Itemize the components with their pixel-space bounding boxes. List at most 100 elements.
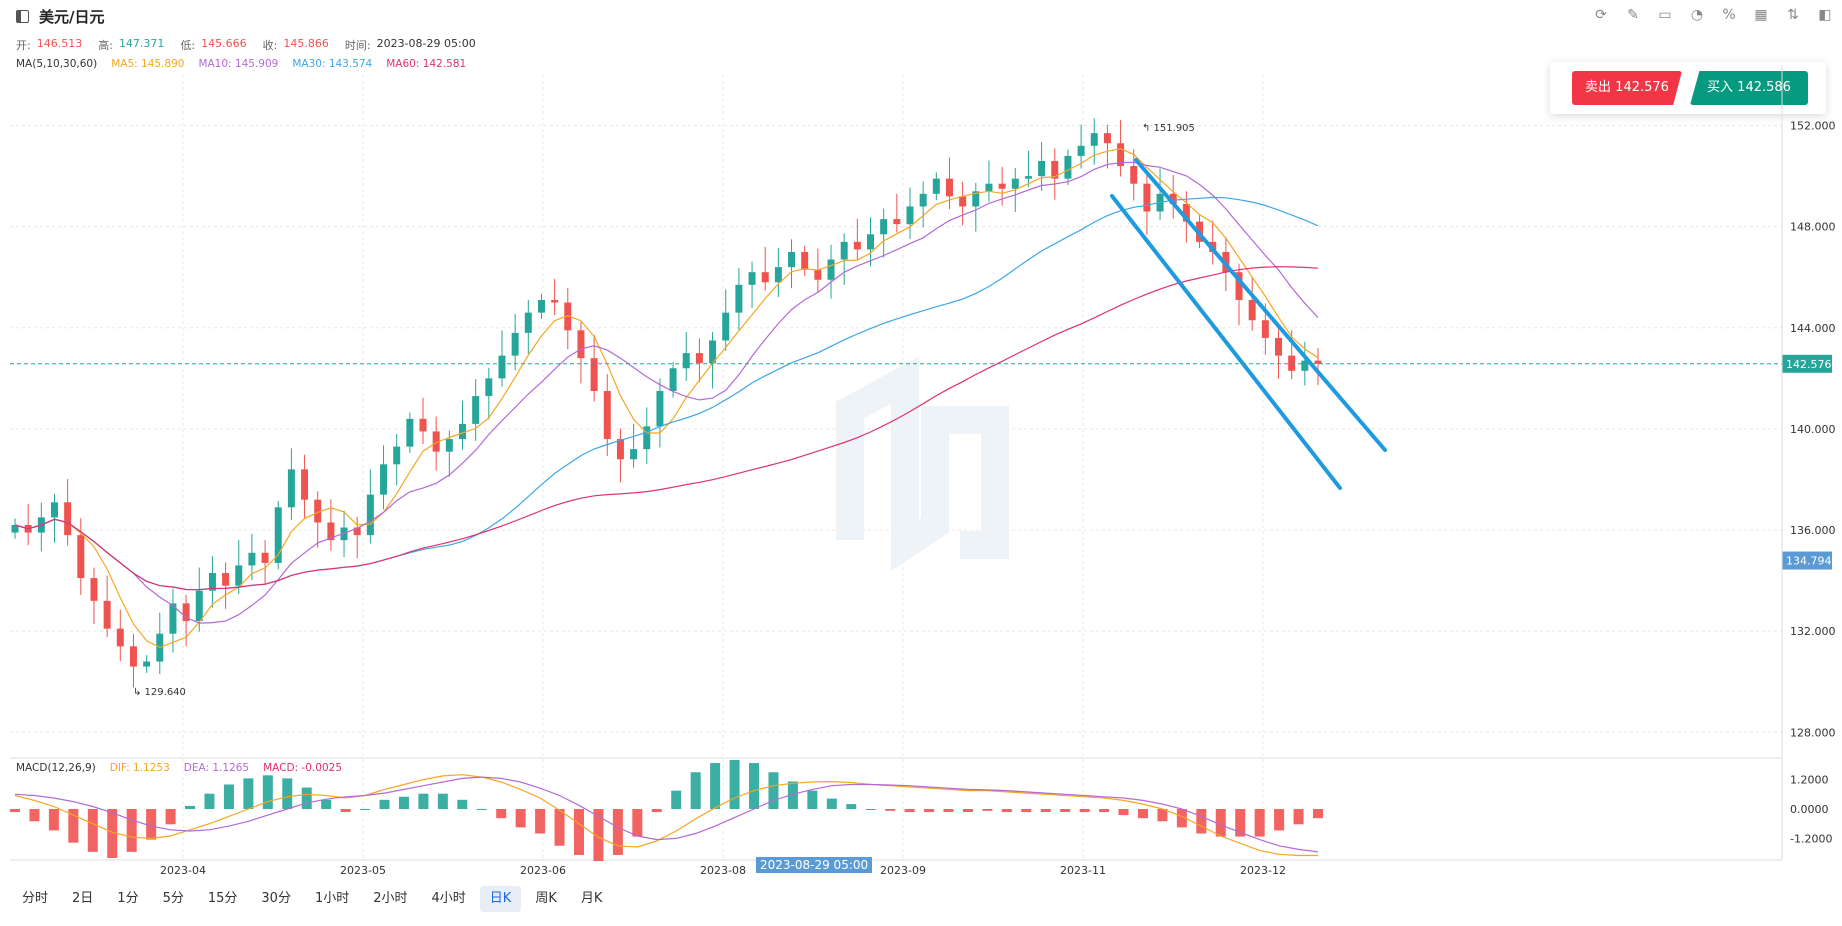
- candle-35: [472, 396, 480, 424]
- candle-56: [748, 272, 756, 285]
- macd-bar-32: [632, 809, 643, 837]
- macd-bar-0: [10, 809, 20, 813]
- macd-bar-6: [126, 809, 137, 852]
- candle-66: [880, 219, 888, 235]
- macd-bar-30: [593, 809, 604, 862]
- macd-bar-19: [379, 799, 390, 809]
- macd-bar-49: [962, 809, 973, 813]
- candle-60: [801, 251, 809, 270]
- macd-bar-51: [1001, 809, 1012, 813]
- crosshair-date-label: 2023-08-29 05:00: [756, 857, 873, 873]
- macd-bar-29: [573, 809, 584, 855]
- sidebar-toggle-icon[interactable]: [16, 10, 29, 23]
- timeframe-11[interactable]: 月K: [580, 891, 603, 906]
- macd-tick-2: -1.2000: [1790, 832, 1832, 845]
- chart-toolbar: ⟳ ✎ ▭ ◔ % ▦ ⇅ ◧: [1592, 6, 1834, 24]
- candle-99: [1314, 360, 1322, 364]
- refresh-icon[interactable]: ⟳: [1595, 7, 1607, 23]
- candle-24: [327, 522, 335, 541]
- percent-icon[interactable]: %: [1722, 7, 1736, 23]
- macd-bar-13: [262, 775, 273, 809]
- candle-39: [524, 312, 532, 333]
- candle-3: [50, 502, 58, 518]
- candle-13: [182, 603, 190, 622]
- macd-bar-44: [865, 809, 876, 810]
- macd-bar-25: [496, 809, 507, 819]
- ma-legend-title[interactable]: MA(5,10,30,60): [16, 58, 98, 70]
- macd-bar-42: [826, 798, 837, 809]
- candle-54: [722, 312, 730, 341]
- macd-bar-12: [243, 778, 254, 809]
- candle-12: [169, 603, 177, 634]
- macd-bar-47: [924, 809, 935, 813]
- ma60-line: [14, 266, 1319, 591]
- macd-bar-45: [885, 809, 896, 811]
- layout-icon[interactable]: ▦: [1754, 7, 1768, 23]
- indicator-icon[interactable]: ⇅: [1787, 7, 1799, 23]
- time-tick-4: 2023-09: [880, 864, 926, 877]
- timeframe-5[interactable]: 30分: [261, 891, 291, 906]
- candle-80: [1064, 155, 1072, 179]
- candle-92: [1222, 251, 1230, 273]
- low-label: 低:: [180, 39, 196, 52]
- candle-78: [1038, 160, 1046, 177]
- macd-bar-10: [204, 793, 215, 809]
- timeframe-2[interactable]: 1分: [117, 891, 139, 906]
- open-label: 开:: [16, 39, 31, 52]
- crosshair-price-box: [1782, 551, 1832, 570]
- timeframe-9[interactable]: 日K: [479, 886, 522, 912]
- timeframe-8[interactable]: 4小时: [431, 891, 466, 906]
- close-value: 145.866: [283, 37, 329, 50]
- ma5-legend: MA5: 145.890: [111, 58, 185, 70]
- candle-37: [498, 355, 506, 379]
- timeframe-7[interactable]: 2小时: [373, 891, 408, 906]
- candle-98: [1301, 360, 1309, 371]
- price-tick-4: 136.000: [1790, 524, 1836, 537]
- macd-bar-50: [982, 809, 993, 811]
- candle-8: [116, 628, 124, 647]
- time-tick-0: 2023-04: [160, 864, 206, 877]
- candle-81: [1077, 145, 1085, 156]
- timeframe-0[interactable]: 分时: [22, 891, 49, 906]
- macd-bar-52: [1021, 809, 1032, 813]
- candle-0: [11, 525, 19, 533]
- macd-bar-2: [48, 809, 59, 831]
- candle-59: [788, 251, 796, 268]
- macd-bar-3: [68, 809, 79, 843]
- ma10-line: [14, 161, 1319, 624]
- candle-67: [893, 219, 901, 225]
- timeframe-6[interactable]: 1小时: [314, 891, 350, 906]
- candle-15: [208, 573, 216, 591]
- macd-bar-40: [787, 781, 798, 809]
- timeframe-10[interactable]: 周K: [535, 891, 557, 906]
- timeframe-1[interactable]: 2日: [72, 891, 94, 906]
- macd-bar-46: [904, 809, 915, 813]
- candle-85: [1130, 166, 1138, 184]
- macd-legend-title[interactable]: MACD(12,26,9): [16, 762, 96, 774]
- candle-43: [577, 330, 585, 359]
- candle-53: [709, 340, 717, 364]
- macd-bar-20: [398, 796, 409, 809]
- sell-button[interactable]: 卖出 142.576: [1572, 71, 1682, 105]
- panel-right-icon[interactable]: ◧: [1818, 7, 1832, 23]
- macd-bar-11: [223, 784, 234, 809]
- buy-button[interactable]: 买入 142.586: [1690, 71, 1808, 105]
- timeframe-4[interactable]: 15分: [207, 891, 238, 906]
- compare-icon[interactable]: ▭: [1658, 7, 1672, 23]
- macd-bar-53: [1040, 809, 1051, 813]
- macd-bar-15: [301, 787, 312, 809]
- macd-bar-24: [476, 809, 487, 810]
- macd-bar-34: [671, 790, 682, 809]
- macd-bar-14: [282, 778, 293, 809]
- draw-icon[interactable]: ✎: [1627, 7, 1639, 23]
- ohlc-readout: 开: 146.513 高: 147.371 低: 145.666 收: 145.…: [16, 37, 476, 53]
- timeframe-3[interactable]: 5分: [162, 891, 184, 906]
- candle-91: [1209, 241, 1217, 252]
- macd-bar-17: [340, 809, 351, 813]
- ma10-legend: MA10: 145.909: [198, 58, 279, 70]
- macd-bar-35: [690, 772, 701, 809]
- dif-line: [14, 774, 1318, 857]
- pie-icon[interactable]: ◔: [1690, 7, 1704, 23]
- candle-10: [143, 661, 151, 667]
